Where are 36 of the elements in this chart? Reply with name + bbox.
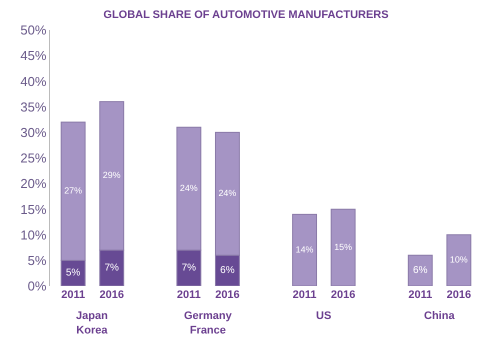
x-tick-label: 2016 bbox=[446, 289, 472, 301]
text: China bbox=[424, 310, 456, 322]
x-tick-label: 2016 bbox=[215, 289, 240, 301]
data-label: 5% bbox=[66, 268, 80, 279]
data-label: 14% bbox=[296, 244, 314, 254]
data-label: 27% bbox=[64, 186, 82, 196]
data-label: 29% bbox=[102, 170, 121, 180]
data-label: 7% bbox=[104, 262, 119, 274]
data-label: 24% bbox=[180, 182, 198, 193]
data-label: 6% bbox=[220, 265, 235, 276]
y-tick-label: 45% bbox=[20, 48, 47, 64]
data-label: 7% bbox=[182, 262, 196, 274]
y-tick-label: 0% bbox=[28, 278, 47, 294]
x-tick-label: 2016 bbox=[99, 289, 124, 301]
text: Japan Korea bbox=[76, 310, 108, 336]
y-tick-label: 5% bbox=[28, 252, 47, 268]
y-tick-label: 20% bbox=[20, 176, 47, 192]
y-tick-label: 30% bbox=[20, 124, 47, 140]
x-tick-label: 2011 bbox=[408, 289, 432, 301]
y-tick-label: 50% bbox=[20, 22, 47, 38]
text: US bbox=[316, 310, 332, 322]
text: Germany France bbox=[184, 310, 233, 336]
x-tick-label: 2016 bbox=[330, 289, 356, 301]
x-tick-label: 2011 bbox=[292, 289, 317, 301]
data-label: 24% bbox=[218, 188, 236, 198]
data-label: 10% bbox=[450, 254, 468, 265]
y-tick-label: 10% bbox=[20, 227, 47, 242]
data-label: 15% bbox=[334, 242, 352, 252]
data-label: 6% bbox=[413, 265, 428, 276]
y-tick-label: 15% bbox=[20, 202, 47, 217]
y-tick-label: 25% bbox=[20, 150, 47, 166]
y-tick-label: 40% bbox=[20, 74, 47, 89]
y-tick-label: 35% bbox=[20, 99, 47, 114]
chart-title: GLOBAL SHARE OF AUTOMOTIVE MANUFACTURERS bbox=[103, 9, 389, 22]
x-tick-label: 2011 bbox=[176, 289, 201, 301]
x-tick-label: 2011 bbox=[61, 289, 86, 301]
